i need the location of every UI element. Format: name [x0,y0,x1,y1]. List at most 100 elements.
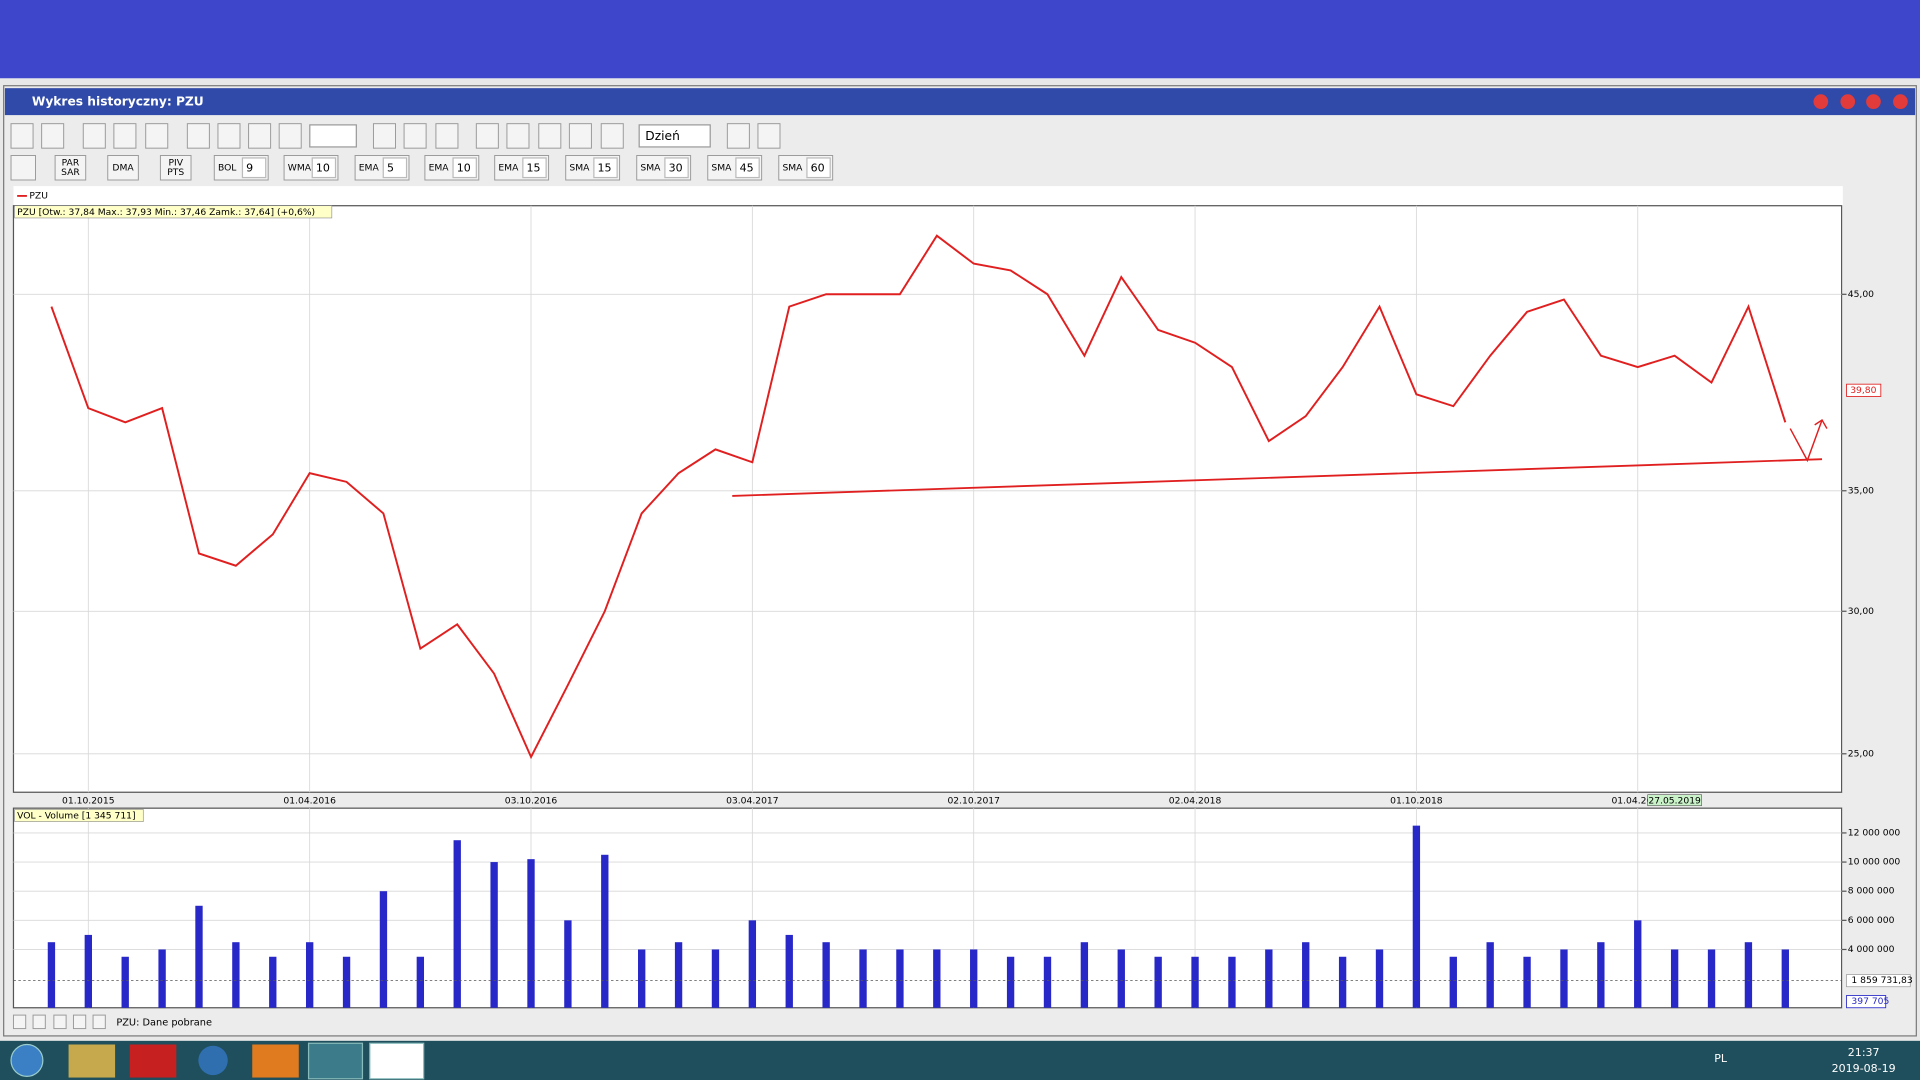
volume-bar [1744,942,1753,1008]
desktop-top [0,0,1920,79]
language: PL [1714,1052,1728,1065]
edit-button[interactable] [757,123,781,149]
volume-bar [1375,949,1384,1008]
volume-bar [1634,920,1642,1008]
palette-button[interactable] [726,123,750,149]
button-close[interactable] [1893,94,1908,109]
cursor-button[interactable] [82,123,106,149]
log-button[interactable] [475,123,499,149]
back-button[interactable] [186,123,210,149]
indicator-label: EMA [359,162,380,173]
x-tick-label: 01.10.2018 [1390,795,1443,806]
app-pdf[interactable] [129,1044,177,1078]
button-settings[interactable] [1813,94,1829,109]
indicator-label: BOL [218,162,237,173]
window-buttons [1813,94,1908,109]
indicator-param: 15 [527,161,541,174]
indicator-label: DMA [112,162,134,173]
indicator-button[interactable] [107,155,139,181]
button-maximize[interactable] [1866,94,1881,109]
app-explorer[interactable] [68,1044,116,1078]
status-icon[interactable] [12,1014,27,1030]
indicator-param: 45 [740,161,754,174]
last-volume-label: 397 705 [1851,996,1889,1007]
status-icon[interactable] [72,1014,87,1030]
volume-pane [13,808,1843,1008]
volume-bar [711,949,720,1008]
save-button[interactable] [41,123,65,149]
button-minimize[interactable] [1840,94,1856,109]
sound-button[interactable] [113,123,137,149]
y-tick-label: 8 000 000 [1848,886,1895,897]
volume-bar [527,859,535,1008]
start-button[interactable] [10,1043,44,1077]
indicator-param-box [522,157,547,179]
window-title: Wykres historyczny: PZU [32,95,204,109]
volume-bar [1449,956,1457,1008]
app-firefox[interactable] [307,1042,364,1080]
lin-button[interactable] [538,123,562,149]
x-tick-label: 03.04.2017 [726,795,779,806]
zoom-out-button[interactable] [248,123,272,149]
ohlc-button[interactable] [403,123,427,149]
indicator-param: 10 [316,161,330,174]
volume-bar [1006,956,1015,1008]
candle-button[interactable] [435,123,459,149]
x-tick-label: 01.10.2015 [62,795,115,806]
title-bar [4,88,1916,116]
volume-bar [342,956,351,1008]
volume-bar [859,949,867,1008]
percent-button[interactable] [600,123,624,149]
volume-title: VOL - Volume [1 345 711] [17,811,135,822]
x-tick-label: 02.04.2018 [1169,795,1222,806]
x-tick-label: 27.05.2019 [1648,795,1701,806]
forward-button[interactable] [278,123,302,149]
volume-bar [896,949,904,1008]
volume-bar [1043,956,1052,1008]
log-eq-button[interactable] [506,123,530,149]
indicator-param-box [241,157,267,179]
indicator-param: 10 [457,161,471,174]
zoom-select[interactable] [309,124,357,148]
indicator-button[interactable] [54,155,87,181]
volume-bar [121,956,129,1008]
zoom-in-button[interactable] [217,123,241,149]
y-tick-label: 35,00 [1848,485,1874,496]
app-media[interactable] [252,1044,299,1078]
info-text: PZU [Otw.: 37,84 Max.: 37,93 Min.: 37,46… [17,207,315,218]
volume-bar [1191,956,1199,1008]
status-icon[interactable] [92,1014,106,1030]
refresh-button[interactable] [145,123,169,149]
indicator-label: SMA [569,162,590,173]
volume-bar [379,891,388,1008]
indicator-label: SMA [782,162,803,173]
volume-bar [970,949,978,1008]
volume-bar [1117,949,1125,1008]
volume-bar [1560,949,1568,1008]
period-select[interactable] [638,124,711,148]
app-eprofit[interactable] [369,1042,425,1080]
indicator-button[interactable] [159,155,192,181]
last-price-label: 39,80 [1850,385,1876,396]
y-tick-label: 6 000 000 [1848,915,1895,926]
lin-eq-button[interactable] [568,123,592,149]
volume-bar [601,854,609,1008]
volume-bar [490,862,498,1008]
status-icon[interactable] [32,1014,46,1030]
volume-bar [1338,956,1347,1008]
volume-bar [1302,942,1310,1008]
open-button[interactable] [10,123,34,149]
app-3g[interactable] [198,1045,228,1076]
average-box [1846,974,1911,988]
volume-bar [1080,942,1089,1008]
indicator-chart-button[interactable] [10,155,36,181]
indicator-label: SMA [640,162,661,173]
line-button[interactable] [372,123,396,149]
volume-bar [1412,825,1421,1008]
status-icon[interactable] [53,1014,67,1030]
indicator-param-box [664,157,689,179]
indicator-label: PAR [62,157,80,168]
